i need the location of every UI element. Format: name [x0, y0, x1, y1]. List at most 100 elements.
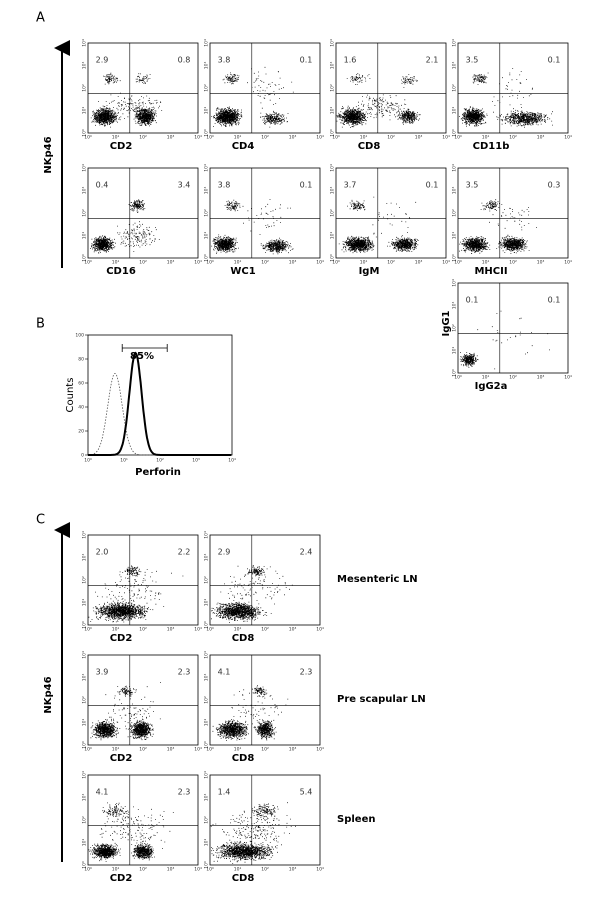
- x-tick-label: 10⁴: [316, 135, 324, 141]
- y-tick-label: 10²: [452, 209, 458, 217]
- row-label: Mesenteric LN: [337, 574, 418, 585]
- x-tick-label: 10⁰: [454, 135, 462, 141]
- x-tick-label: 10⁰: [206, 135, 214, 141]
- y-tick-label: 100: [75, 333, 84, 339]
- y-tick-label: 10³: [204, 674, 210, 682]
- y-tick-label: 10¹: [82, 599, 88, 607]
- y-tick-label: 10³: [82, 794, 88, 802]
- x-tick-label: 10²: [509, 375, 517, 381]
- x-tick-label: 10³: [289, 260, 297, 266]
- x-tick-label: 10⁰: [206, 867, 214, 873]
- y-tick-label: 10⁰: [204, 254, 210, 262]
- plot-frame: [87, 654, 199, 746]
- x-axis-label: CD4: [232, 141, 255, 152]
- x-axis-label: WC1: [230, 266, 255, 277]
- x-axis-label: CD2: [110, 141, 133, 152]
- y-tick-label: 10¹: [82, 232, 88, 240]
- x-tick-label: 10⁴: [564, 375, 572, 381]
- x-tick-label: 10¹: [360, 135, 368, 141]
- x-tick-label: 10⁴: [194, 135, 202, 141]
- quadrant-value: 0.1: [300, 56, 313, 65]
- quadrant-value: 0.1: [426, 181, 439, 190]
- plot-frame: [209, 774, 321, 866]
- x-tick-label: 10¹: [482, 260, 490, 266]
- plot-frame: [457, 167, 569, 259]
- y-tick-label: 10²: [452, 324, 458, 332]
- x-axis-label: CD16: [106, 266, 136, 277]
- x-tick-label: 10³: [415, 260, 423, 266]
- quadrant-value: 2.1: [426, 56, 439, 65]
- x-tick-label: 10⁰: [206, 260, 214, 266]
- x-tick-label: 10⁰: [84, 135, 92, 141]
- y-tick-label: 10²: [82, 84, 88, 92]
- quadrant-value: 1.4: [218, 788, 231, 797]
- y-tick-label: 10³: [204, 554, 210, 562]
- x-tick-label: 10⁰: [454, 375, 462, 381]
- y-tick-label: 10⁴: [82, 771, 88, 779]
- x-tick-label: 10³: [167, 135, 175, 141]
- x-axis-label: CD8: [232, 633, 255, 644]
- x-tick-label: 10²: [261, 627, 269, 633]
- quadrant-value: 0.3: [548, 181, 561, 190]
- y-tick-label: 80: [78, 357, 84, 363]
- y-tick-label: 10⁴: [330, 39, 336, 47]
- y-tick-label: 10⁴: [452, 39, 458, 47]
- x-tick-label: 10²: [387, 135, 395, 141]
- y-axis-label: NKp46: [43, 136, 54, 173]
- x-tick-label: 10⁴: [194, 747, 202, 753]
- y-tick-label: 10¹: [82, 107, 88, 115]
- plot-frame: [209, 167, 321, 259]
- y-tick-label: 10⁰: [204, 129, 210, 137]
- x-tick-label: 10³: [537, 375, 545, 381]
- y-tick-label: 10⁰: [330, 254, 336, 262]
- quadrant-value: 0.1: [548, 56, 561, 65]
- x-tick-label: 10⁴: [316, 260, 324, 266]
- y-tick-label: 10⁴: [204, 771, 210, 779]
- plot-frame: [457, 282, 569, 374]
- y-axis-label: NKp46: [43, 676, 54, 713]
- x-tick-label: 10²: [156, 458, 164, 464]
- plot-frame: [87, 334, 233, 456]
- x-tick-label: 10³: [289, 135, 297, 141]
- row-label: Pre scapular LN: [337, 694, 426, 705]
- plot-frame: [209, 42, 321, 134]
- quadrant-value: 3.8: [218, 56, 231, 65]
- quadrant-value: 4.1: [218, 668, 231, 677]
- y-tick-label: 10³: [452, 187, 458, 195]
- x-axis-label: IgG2a: [475, 381, 508, 392]
- x-tick-label: 10⁴: [564, 260, 572, 266]
- x-tick-label: 10²: [509, 135, 517, 141]
- x-tick-label: 10¹: [112, 627, 120, 633]
- x-axis-label: CD2: [110, 873, 133, 884]
- y-tick-label: 10¹: [204, 599, 210, 607]
- x-tick-label: 10⁰: [454, 260, 462, 266]
- x-tick-label: 10¹: [112, 747, 120, 753]
- x-tick-label: 10¹: [482, 135, 490, 141]
- quadrant-value: 0.4: [96, 181, 109, 190]
- y-tick-label: 10³: [82, 62, 88, 70]
- x-axis-label: CD8: [232, 753, 255, 764]
- x-tick-label: 10³: [167, 627, 175, 633]
- x-tick-label: 10¹: [234, 867, 242, 873]
- y-tick-label: 10⁰: [82, 741, 88, 749]
- quadrant-value: 3.4: [178, 181, 191, 190]
- dot-cloud: [88, 565, 184, 623]
- y-tick-label: 10³: [330, 187, 336, 195]
- x-tick-label: 10³: [167, 747, 175, 753]
- x-tick-label: 10²: [139, 747, 147, 753]
- y-tick-label: 10¹: [204, 719, 210, 727]
- y-tick-label: 10⁰: [82, 129, 88, 137]
- y-tick-label: 40: [78, 405, 84, 411]
- y-tick-label: 10⁰: [330, 129, 336, 137]
- quadrant-value: 5.4: [300, 788, 313, 797]
- panel-label: B: [36, 317, 45, 332]
- plot-frame: [87, 774, 199, 866]
- plot-frame: [87, 534, 199, 626]
- y-tick-label: 10²: [204, 576, 210, 584]
- x-tick-label: 10⁰: [332, 135, 340, 141]
- x-tick-label: 10²: [509, 260, 517, 266]
- y-tick-label: 10¹: [452, 107, 458, 115]
- x-tick-label: 10²: [139, 867, 147, 873]
- plot-frame: [335, 42, 447, 134]
- x-tick-label: 10²: [387, 260, 395, 266]
